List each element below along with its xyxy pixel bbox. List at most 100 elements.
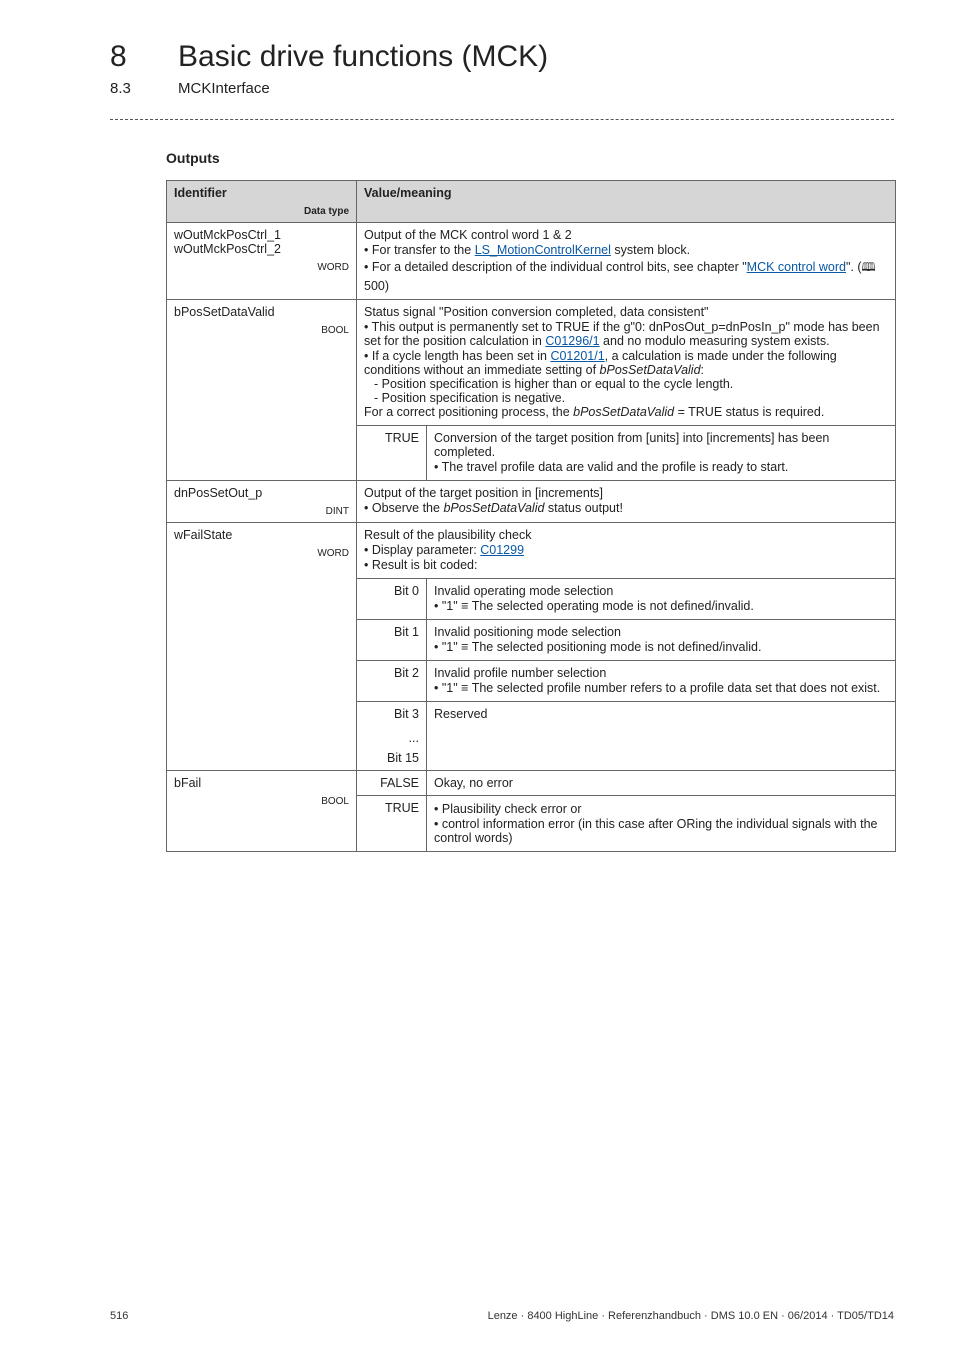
- list-item: This output is permanently set to TRUE i…: [364, 320, 888, 348]
- list-item: If a cycle length has been set in C01201…: [364, 349, 888, 419]
- text: Observe the: [372, 501, 444, 515]
- sub-label: TRUE: [357, 796, 427, 852]
- divider: [110, 119, 894, 120]
- identifier: wOutMckPosCtrl_2: [174, 242, 349, 256]
- list-item: Result is bit coded:: [364, 558, 888, 572]
- list-item: control information error (in this case …: [434, 817, 888, 845]
- link-c01201-1[interactable]: C01201/1: [550, 349, 604, 363]
- identifier: bPosSetDataValid: [174, 305, 349, 319]
- list-item: Position specification is negative.: [374, 391, 888, 405]
- text: ...: [364, 731, 419, 745]
- text: = TRUE status is required.: [674, 405, 824, 419]
- id-cell: dnPosSetOut_p DINT: [167, 481, 357, 523]
- sub-label: ... Bit 15: [357, 726, 427, 771]
- link-c01299[interactable]: C01299: [480, 543, 524, 557]
- sub-label: Bit 0: [357, 579, 427, 620]
- id-cell: wFailState WORD: [167, 523, 357, 771]
- col-value: Value/meaning: [357, 181, 896, 223]
- list-item: "1" ≡ The selected operating mode is not…: [434, 599, 888, 613]
- text: Bit 15: [364, 751, 419, 765]
- page-number: 516: [110, 1310, 128, 1322]
- text: For a correct positioning process, the b…: [364, 405, 888, 419]
- sub-label: Bit 1: [357, 620, 427, 661]
- text: For a correct positioning process, the: [364, 405, 573, 419]
- text: Conversion of the target position from […: [434, 431, 888, 459]
- text: bPosSetDataValid: [600, 363, 701, 377]
- list-item: Display parameter: C01299: [364, 543, 888, 557]
- text: bPosSetDataValid: [443, 501, 544, 515]
- sub-label: Bit 2: [357, 661, 427, 702]
- value-cell: Plausibility check error or control info…: [427, 796, 896, 852]
- sub-label: FALSE: [357, 771, 427, 796]
- footer-meta: Lenze · 8400 HighLine · Referenzhandbuch…: [488, 1310, 894, 1322]
- data-type: WORD: [174, 548, 349, 559]
- id-cell: wOutMckPosCtrl_1 wOutMckPosCtrl_2 WORD: [167, 223, 357, 300]
- link-ls-motioncontrolkernel[interactable]: LS_MotionControlKernel: [475, 243, 611, 257]
- col-identifier: Identifier Data type: [167, 181, 357, 223]
- section-title: MCKInterface: [178, 80, 270, 97]
- book-icon: 🕮: [862, 258, 876, 279]
- text: Result of the plausibility check: [364, 528, 888, 542]
- value-cell: Okay, no error: [427, 771, 896, 796]
- id-cell: bFail BOOL: [167, 771, 357, 852]
- id-cell: bPosSetDataValid BOOL: [167, 300, 357, 481]
- text: Invalid positioning mode selection: [434, 625, 888, 639]
- value-cell: Output of the MCK control word 1 & 2 For…: [357, 223, 896, 300]
- identifier: bFail: [174, 776, 349, 790]
- value-cell: Reserved: [427, 702, 896, 771]
- chapter-number: 8: [110, 40, 140, 74]
- text: status output!: [544, 501, 623, 515]
- text: Invalid operating mode selection: [434, 584, 888, 598]
- list-item: "1" ≡ The selected profile number refers…: [434, 681, 888, 695]
- section-header: 8.3 MCKInterface: [110, 80, 894, 97]
- sub-label: TRUE: [357, 426, 427, 481]
- identifier: wOutMckPosCtrl_1: [174, 228, 349, 242]
- link-c01296-1[interactable]: C01296/1: [545, 334, 599, 348]
- text: If a cycle length has been set in: [372, 349, 551, 363]
- head-identifier: Identifier: [174, 186, 227, 200]
- link-mck-control-word[interactable]: MCK control word: [747, 260, 846, 274]
- identifier: dnPosSetOut_p: [174, 486, 349, 500]
- text: Display parameter:: [372, 543, 480, 557]
- value-cell: Output of the target position in [increm…: [357, 481, 896, 523]
- list-item: Position specification is higher than or…: [374, 377, 888, 391]
- table-row: wFailState WORD Result of the plausibili…: [167, 523, 896, 579]
- identifier: wFailState: [174, 528, 349, 542]
- value-cell: Invalid positioning mode selection "1" ≡…: [427, 620, 896, 661]
- data-type: WORD: [174, 262, 349, 273]
- text: Output of the target position in [increm…: [364, 486, 888, 500]
- outputs-table: Identifier Data type Value/meaning wOutM…: [166, 180, 896, 852]
- data-type: DINT: [174, 506, 349, 517]
- text: Status signal "Position conversion compl…: [364, 305, 888, 319]
- table-header-row: Identifier Data type Value/meaning: [167, 181, 896, 223]
- outputs-heading: Outputs: [166, 150, 894, 166]
- list-item: For a detailed description of the indivi…: [364, 258, 888, 293]
- text: Output of the MCK control word 1 & 2: [364, 228, 888, 242]
- list-item: "1" ≡ The selected positioning mode is n…: [434, 640, 888, 654]
- data-type: BOOL: [174, 325, 349, 336]
- table-row: bPosSetDataValid BOOL Status signal "Pos…: [167, 300, 896, 426]
- table-row: bFail BOOL FALSE Okay, no error: [167, 771, 896, 796]
- data-type: BOOL: [174, 796, 349, 807]
- text: system block.: [611, 243, 690, 257]
- text: 500): [364, 279, 389, 293]
- list-item: Plausibility check error or: [434, 802, 888, 816]
- text: bPosSetDataValid: [573, 405, 674, 419]
- list-item: The travel profile data are valid and th…: [434, 460, 888, 474]
- table-row: dnPosSetOut_p DINT Output of the target …: [167, 481, 896, 523]
- text: :: [701, 363, 704, 377]
- text: Invalid profile number selection: [434, 666, 888, 680]
- table-row: wOutMckPosCtrl_1 wOutMckPosCtrl_2 WORD O…: [167, 223, 896, 300]
- sub-label: Bit 3: [357, 702, 427, 727]
- value-cell: Result of the plausibility check Display…: [357, 523, 896, 579]
- value-cell: Invalid operating mode selection "1" ≡ T…: [427, 579, 896, 620]
- text: For a detailed description of the indivi…: [372, 260, 747, 274]
- value-cell: Invalid profile number selection "1" ≡ T…: [427, 661, 896, 702]
- chapter-title: Basic drive functions (MCK): [178, 40, 548, 74]
- list-item: For transfer to the LS_MotionControlKern…: [364, 243, 888, 257]
- value-cell: Conversion of the target position from […: [427, 426, 896, 481]
- text: For transfer to the: [372, 243, 475, 257]
- text: ". (: [846, 260, 862, 274]
- text: and no modulo measuring system exists.: [600, 334, 830, 348]
- page-footer: 516 Lenze · 8400 HighLine · Referenzhand…: [110, 1310, 894, 1322]
